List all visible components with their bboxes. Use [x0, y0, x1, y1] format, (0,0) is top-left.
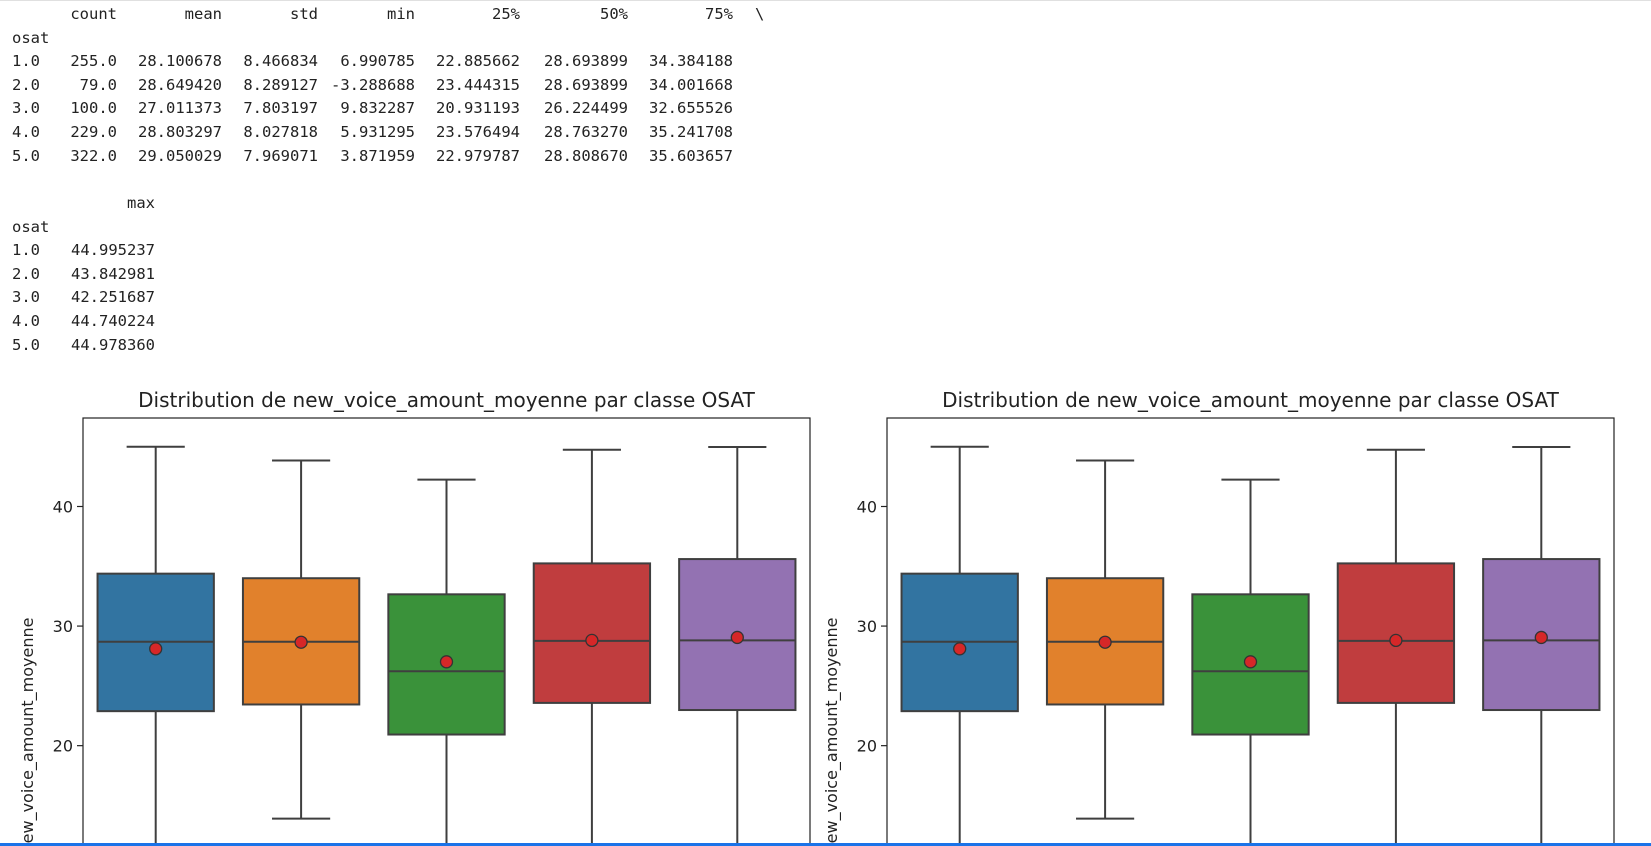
- cell: 5.931295: [340, 123, 415, 141]
- y-tick-label: 40: [53, 497, 73, 516]
- cell: 26.224499: [544, 99, 628, 118]
- cell: 44.978360: [71, 335, 155, 354]
- index-label: 3.0: [12, 99, 40, 118]
- y-tick-label: 30: [857, 617, 877, 636]
- cell: 27.011373: [138, 99, 222, 118]
- cell: 229.0: [70, 123, 117, 141]
- mean-marker: [1243, 655, 1258, 669]
- column-header: count: [70, 5, 117, 23]
- cell: 8.027818: [243, 123, 318, 141]
- mean-marker: [294, 635, 308, 649]
- cell: 23.444315: [436, 75, 520, 94]
- cell: 9.832287: [340, 99, 415, 118]
- cell: 28.100678: [138, 52, 222, 71]
- index-label: 5.0: [12, 146, 40, 165]
- cell: 29.050029: [138, 146, 222, 165]
- cell: 34.001668: [649, 75, 733, 94]
- index-label: 4.0: [12, 123, 40, 141]
- cell: 28.803297: [138, 123, 222, 141]
- column-header: min: [387, 5, 415, 23]
- cell: 22.979787: [436, 146, 520, 165]
- describe-output: count mean std min 25% 50% 75% \ osat 1.0 255.0 28.…: [0, 0, 1651, 370]
- index-label: 1.0: [12, 241, 40, 260]
- cell: 6.990785: [340, 52, 415, 71]
- box: [532, 562, 652, 704]
- cell: 79.0: [79, 75, 117, 94]
- chart-title: Distribution de new_voice_amount_moyenne…: [138, 388, 755, 412]
- box: [1336, 562, 1456, 704]
- index-name: osat: [12, 217, 50, 236]
- column-header: 25%: [492, 5, 520, 23]
- cell: 28.693899: [544, 52, 628, 71]
- cell: 43.842981: [71, 264, 155, 283]
- cell: 22.885662: [436, 52, 520, 71]
- index-label: 4.0: [12, 312, 40, 330]
- mean-marker: [1098, 635, 1112, 649]
- chart-title: Distribution de new_voice_amount_moyenne…: [942, 388, 1559, 412]
- cell: 34.384188: [649, 52, 733, 71]
- cell: 3.871959: [340, 146, 415, 165]
- column-header: max: [127, 194, 155, 212]
- index-label: 3.0: [12, 288, 40, 307]
- index-label: 1.0: [12, 52, 40, 71]
- cell: 23.576494: [436, 123, 520, 141]
- column-header: 50%: [600, 5, 628, 23]
- cell: 28.693899: [544, 75, 628, 94]
- index-name: osat: [12, 28, 50, 47]
- plot-frame: [886, 417, 1615, 843]
- y-tick-label: 20: [53, 737, 73, 756]
- cell: 44.995237: [71, 241, 155, 260]
- y-tick-label: 30: [53, 617, 73, 636]
- cell: 28.649420: [138, 75, 222, 94]
- cell-border: [0, 843, 1651, 846]
- charts: Distribution de new_voice_amount_moyenne…: [18, 388, 1615, 843]
- cell: 7.803197: [243, 99, 318, 118]
- mean-marker: [1534, 630, 1548, 645]
- column-header: \: [755, 5, 765, 23]
- column-header: std: [290, 5, 318, 23]
- y-axis-label: new_voice_amount_moyenne: [18, 618, 38, 843]
- cell: 7.969071: [243, 146, 318, 165]
- cell: 100.0: [70, 99, 117, 118]
- y-tick-label: 40: [857, 497, 877, 516]
- index-label: 5.0: [12, 335, 40, 354]
- column-header: 75%: [705, 5, 733, 23]
- cell: 28.808670: [544, 146, 628, 165]
- cell: 35.603657: [649, 146, 733, 165]
- index-label: 2.0: [12, 264, 40, 283]
- mean-marker: [953, 642, 967, 656]
- mean-marker: [730, 630, 744, 645]
- cell-border: [0, 0, 1651, 1]
- cell: 8.466834: [243, 52, 318, 71]
- cell: 8.289127: [243, 75, 318, 94]
- cell: 42.251687: [71, 288, 155, 307]
- cell: 255.0: [70, 52, 117, 71]
- column-header: mean: [184, 5, 222, 23]
- y-tick-label: 20: [857, 737, 877, 756]
- cell: 20.931193: [436, 99, 520, 118]
- index-label: 2.0: [12, 75, 40, 94]
- mean-marker: [585, 633, 599, 648]
- mean-marker: [439, 655, 454, 669]
- cell: -3.288688: [331, 75, 415, 94]
- cell: 35.241708: [649, 123, 733, 141]
- charts-area: Distribution de new_voice_amount_moyenne…: [0, 370, 1651, 843]
- cell: 32.655526: [649, 99, 733, 118]
- cell: 322.0: [70, 146, 117, 165]
- box: [1191, 593, 1310, 736]
- cell: 44.740224: [71, 312, 155, 330]
- cell: 28.763270: [544, 123, 628, 141]
- plot-frame: [82, 417, 811, 843]
- mean-marker: [149, 642, 163, 656]
- y-axis-label: new_voice_amount_moyenne: [822, 618, 842, 843]
- mean-marker: [1389, 633, 1403, 648]
